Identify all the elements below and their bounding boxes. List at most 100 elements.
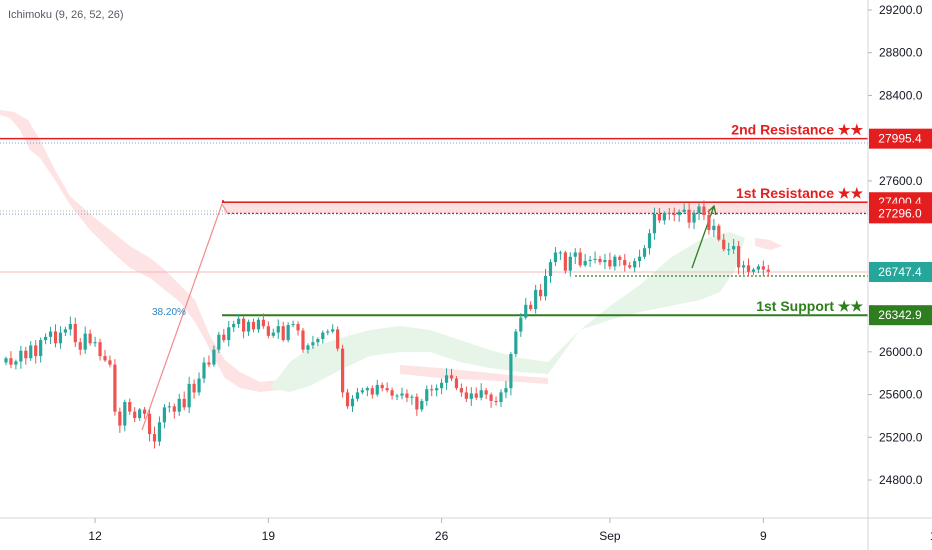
level-label: 2nd Resistance ★★ bbox=[731, 122, 863, 138]
price-tag-label: 27296.0 bbox=[878, 206, 922, 220]
candle-body bbox=[242, 318, 246, 332]
candle-body bbox=[618, 256, 622, 260]
candle-body bbox=[519, 317, 523, 332]
candle-body bbox=[504, 388, 508, 393]
candle-body bbox=[266, 326, 270, 336]
candle-body bbox=[415, 396, 419, 410]
candle-body bbox=[207, 362, 211, 365]
candle-body bbox=[197, 378, 201, 393]
candle-body bbox=[202, 362, 206, 379]
candle-body bbox=[182, 398, 186, 408]
candle-body bbox=[534, 289, 538, 310]
price-tag-label: 26342.9 bbox=[878, 308, 922, 322]
candle-body bbox=[440, 382, 444, 389]
candle-body bbox=[14, 361, 18, 365]
candle-body bbox=[152, 434, 157, 442]
candle-body bbox=[276, 326, 280, 333]
candle-body bbox=[647, 233, 652, 249]
candle-body bbox=[628, 265, 632, 268]
candle-body bbox=[588, 259, 592, 262]
y-tick-label: 29200.0 bbox=[879, 3, 923, 17]
candle-body bbox=[237, 318, 241, 325]
price-tag-bg bbox=[869, 261, 932, 282]
candle-body bbox=[187, 383, 191, 408]
candle-body bbox=[217, 334, 221, 350]
x-tick-label: 12 bbox=[88, 529, 102, 543]
resistance-zone bbox=[224, 201, 868, 213]
candle-body bbox=[103, 356, 107, 361]
candle-body bbox=[469, 393, 473, 399]
candle-body bbox=[548, 262, 553, 276]
candle-body bbox=[360, 390, 364, 393]
candle-body bbox=[390, 390, 394, 396]
candle-body bbox=[563, 252, 567, 271]
candles bbox=[4, 200, 770, 449]
candle-body bbox=[652, 214, 657, 234]
candle-body bbox=[63, 329, 67, 333]
candle-body bbox=[138, 409, 142, 419]
candle-body bbox=[425, 389, 429, 401]
candle-body bbox=[682, 209, 686, 212]
level-lines bbox=[0, 137, 868, 317]
candle-body bbox=[672, 214, 676, 216]
candle-body bbox=[281, 326, 285, 341]
candle-body bbox=[336, 329, 340, 349]
price-tag-label: 26747.4 bbox=[878, 265, 922, 279]
candle-body bbox=[756, 266, 760, 270]
candle-body bbox=[78, 342, 82, 350]
candle-body bbox=[123, 402, 127, 426]
candle-body bbox=[494, 400, 498, 403]
candle-body bbox=[677, 211, 681, 216]
candle-body bbox=[365, 388, 369, 391]
indicator-legend[interactable]: Ichimoku (9, 26, 52, 26) bbox=[8, 9, 124, 21]
x-tick-label: 19 bbox=[262, 529, 276, 543]
candle-body bbox=[633, 261, 637, 268]
candle-body bbox=[712, 225, 716, 231]
candle-body bbox=[44, 336, 48, 341]
candle-body bbox=[727, 249, 731, 251]
candle-body bbox=[246, 321, 251, 332]
candle-body bbox=[24, 350, 28, 359]
candle-body bbox=[331, 329, 335, 332]
candle-body bbox=[435, 388, 439, 391]
candle-body bbox=[687, 209, 691, 223]
price-tag-bg bbox=[869, 305, 932, 326]
candle-body bbox=[251, 321, 256, 330]
price-tag-label: 27995.4 bbox=[878, 132, 922, 146]
candle-body bbox=[321, 332, 325, 339]
candle-body bbox=[707, 215, 711, 231]
y-tick-label: 28400.0 bbox=[879, 88, 923, 102]
candle-body bbox=[172, 406, 176, 412]
candle-body bbox=[623, 259, 627, 266]
candle-body bbox=[118, 411, 122, 426]
candle-body bbox=[489, 394, 493, 401]
candle-body bbox=[192, 383, 196, 393]
x-axis[interactable]: 121926Sep9162327 bbox=[88, 518, 932, 543]
candle-body bbox=[316, 339, 320, 343]
candle-body bbox=[19, 350, 23, 362]
candle-body bbox=[499, 392, 503, 403]
candle-body bbox=[449, 375, 454, 379]
candle-body bbox=[222, 334, 226, 341]
candle-body bbox=[410, 396, 414, 398]
candle-body bbox=[29, 345, 33, 359]
y-tick-label: 24800.0 bbox=[879, 473, 923, 487]
candle-body bbox=[598, 258, 602, 263]
candle-body bbox=[509, 353, 513, 389]
candle-body bbox=[34, 345, 38, 357]
candle-body bbox=[83, 333, 87, 350]
y-axis[interactable]: 29200.0 28800.0 28400.0 27600.0 26000.0 25600… bbox=[868, 3, 923, 487]
candle-body bbox=[212, 349, 216, 365]
candle-body bbox=[583, 261, 587, 266]
x-tick-label: 16 bbox=[930, 529, 932, 543]
candle-body bbox=[113, 364, 117, 412]
candle-body bbox=[53, 331, 58, 344]
candle-body bbox=[88, 333, 92, 344]
candle-body bbox=[697, 206, 701, 213]
y-tick-label: 26000.0 bbox=[879, 345, 923, 359]
candle-body bbox=[256, 319, 261, 330]
level-label: 1st Support ★★ bbox=[756, 298, 863, 314]
